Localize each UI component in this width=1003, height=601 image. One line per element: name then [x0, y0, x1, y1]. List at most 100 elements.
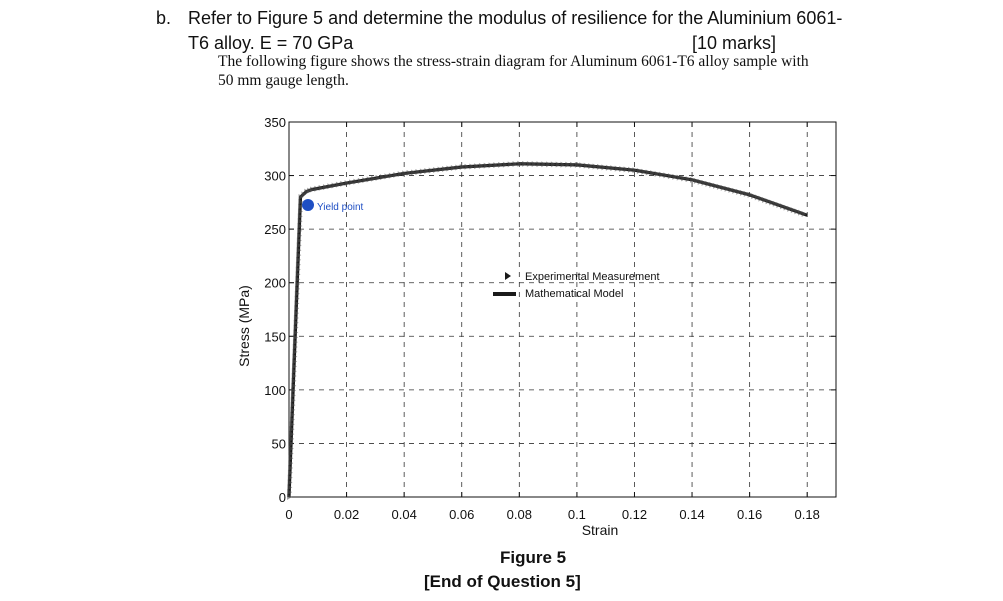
- experimental-point: [455, 164, 461, 171]
- experimental-point: [290, 392, 296, 399]
- experimental-point: [541, 161, 547, 168]
- experimental-point: [322, 184, 328, 191]
- experimental-point: [291, 377, 297, 384]
- experimental-point: [488, 162, 494, 169]
- x-tick-label: 0.12: [622, 507, 647, 522]
- x-tick-label: 0.18: [795, 507, 820, 522]
- x-tick-label: 0.16: [737, 507, 762, 522]
- experimental-point: [619, 165, 625, 172]
- x-tick-label: 0.06: [449, 507, 474, 522]
- experimental-point: [292, 363, 298, 370]
- experimental-point: [298, 203, 304, 210]
- experimental-point: [289, 435, 295, 442]
- experimental-point: [291, 387, 297, 394]
- experimental-point: [310, 186, 316, 193]
- yield-point-marker: [302, 199, 314, 211]
- y-tick-label: 50: [272, 436, 286, 451]
- experimental-point: [362, 177, 368, 184]
- legend-triangle-icon: [505, 272, 511, 280]
- experimental-point: [720, 184, 726, 191]
- experimental-point: [565, 161, 571, 168]
- experimental-point: [522, 160, 528, 167]
- experimental-point: [287, 474, 293, 481]
- experimental-point: [304, 188, 310, 195]
- experimental-point: [536, 161, 542, 168]
- experimental-point: [295, 276, 301, 283]
- x-tick-label: 0.04: [392, 507, 417, 522]
- experimental-point: [507, 161, 513, 168]
- experimental-point: [641, 168, 647, 175]
- experimental-point: [289, 431, 295, 438]
- experimental-point: [292, 358, 298, 365]
- experimental-point: [464, 163, 470, 170]
- experimental-point: [493, 162, 499, 169]
- experimental-point: [570, 161, 576, 168]
- experimental-point: [512, 161, 518, 168]
- experimental-point: [301, 191, 307, 198]
- experimental-point: [290, 406, 296, 413]
- experimental-point: [294, 285, 300, 292]
- experimental-point: [605, 164, 611, 171]
- y-tick-label: 300: [264, 169, 286, 184]
- experimental-point: [288, 445, 294, 452]
- experimental-point: [291, 368, 297, 375]
- experimental-point: [758, 195, 764, 202]
- experimental-point: [380, 174, 386, 181]
- x-tick-label: 0.02: [334, 507, 359, 522]
- experimental-point: [294, 290, 300, 297]
- experimental-point: [531, 161, 537, 168]
- experimental-point: [292, 344, 298, 350]
- y-tick-label: 250: [264, 222, 286, 237]
- series-layer: [287, 160, 808, 500]
- experimental-point: [397, 171, 403, 178]
- y-axis-label: Stress (MPa): [236, 285, 252, 367]
- y-tick-label: 150: [264, 329, 286, 344]
- experimental-point: [292, 348, 298, 355]
- experimental-point: [293, 329, 299, 336]
- experimental-point: [384, 173, 390, 180]
- experimental-point: [297, 227, 303, 234]
- experimental-point: [293, 334, 299, 341]
- experimental-point: [411, 169, 417, 176]
- experimental-point: [295, 271, 301, 278]
- experimental-point: [776, 202, 782, 209]
- experimental-point: [353, 178, 359, 185]
- experimental-point: [314, 185, 320, 192]
- experimental-point: [340, 180, 346, 187]
- experimental-point: [293, 314, 299, 321]
- experimental-point: [298, 198, 304, 205]
- experimental-point: [349, 179, 355, 186]
- question-line-2: T6 alloy. E = 70 GPa: [188, 33, 354, 53]
- experimental-point: [371, 175, 377, 182]
- experimental-point: [546, 161, 552, 168]
- experimental-point: [295, 266, 301, 273]
- experimental-point: [724, 185, 730, 192]
- marks-label: [10 marks]: [692, 33, 777, 53]
- experimental-point: [331, 182, 337, 189]
- experimental-point: [297, 208, 303, 215]
- tick-labels: 0 0.02 0.04 0.06 0.08 0.1 0.12 0.14 0.16 0.18 0 50 1…: [264, 115, 820, 522]
- experimental-point: [293, 319, 299, 326]
- experimental-point: [780, 203, 786, 210]
- experimental-point: [801, 210, 807, 217]
- x-tick-label: 0.14: [679, 507, 704, 522]
- experimental-point: [290, 402, 296, 409]
- y-tick-label: 100: [264, 383, 286, 398]
- experimental-point: [667, 173, 673, 180]
- experimental-point: [290, 397, 296, 404]
- experimental-point: [297, 232, 303, 239]
- experimental-point: [736, 188, 742, 195]
- experimental-point: [628, 166, 634, 173]
- description-line-2: 50 mm gauge length.: [218, 72, 349, 89]
- experimental-point: [597, 163, 603, 170]
- experimental-point: [297, 223, 303, 230]
- experimental-point: [787, 205, 793, 212]
- experimental-point: [437, 166, 443, 173]
- experimental-point: [772, 200, 778, 207]
- experimental-point: [406, 169, 412, 176]
- description-line-1: The following figure shows the stress-st…: [218, 53, 809, 70]
- experimental-point: [296, 242, 302, 249]
- experimental-point: [798, 209, 804, 216]
- experimental-point: [288, 455, 294, 462]
- experimental-point: [713, 182, 719, 189]
